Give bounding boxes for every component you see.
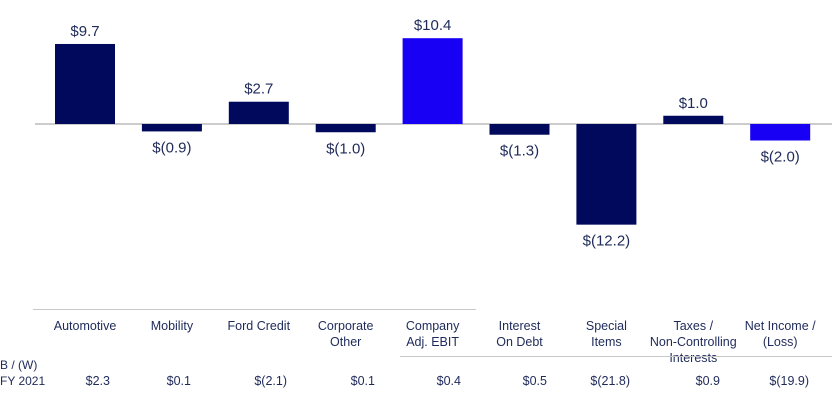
bar-7 <box>663 115 724 124</box>
data-label-1: $(0.9) <box>152 139 191 156</box>
bw-value-4: $0.4 <box>436 374 461 388</box>
bw-value-2: $(2.1) <box>254 374 287 388</box>
header-rule-right <box>400 356 832 357</box>
bw-value-6: $(21.8) <box>590 374 630 388</box>
bw-value-7: $0.9 <box>695 374 720 388</box>
category-label-7: Taxes / Non-Controlling Interests <box>649 319 737 365</box>
category-label-8: Net Income / (Loss) <box>744 319 816 349</box>
bar-4 <box>402 38 463 125</box>
bar-8 <box>750 124 811 141</box>
data-label-4: $10.4 <box>414 17 452 34</box>
bar-2 <box>228 101 289 124</box>
row-label-bw: B / (W) <box>0 358 38 372</box>
bar-0 <box>55 43 115 124</box>
bar-1 <box>141 124 202 132</box>
data-label-6: $(12.2) <box>583 233 631 250</box>
header-rule-left <box>33 309 476 310</box>
bar-3 <box>315 124 376 133</box>
category-label-2: Ford Credit <box>227 319 291 333</box>
data-label-5: $(1.3) <box>500 143 539 160</box>
row-label-year: FY 2021 <box>0 374 46 388</box>
waterfall-chart: $9.7 $(0.9) $2.7 $(1.0) $10.4 $(1.3) $(12.2) $1… <box>35 17 832 250</box>
category-label-6: Special Items <box>585 319 627 349</box>
category-label-4: Company Adj. EBIT <box>405 319 460 349</box>
data-label-3: $(1.0) <box>326 140 365 157</box>
bar-6 <box>576 124 637 225</box>
category-label-0: Automotive <box>53 319 117 333</box>
data-label-8: $(2.0) <box>761 149 800 166</box>
bw-value-5: $0.5 <box>522 374 547 388</box>
bw-value-1: $0.1 <box>166 374 191 388</box>
data-label-0: $9.7 <box>70 23 99 40</box>
category-label-5: Interest On Debt <box>496 319 543 349</box>
category-label-3: Corporate Other <box>317 319 374 349</box>
bar-5 <box>489 124 550 135</box>
data-label-2: $2.7 <box>244 81 273 98</box>
category-label-1: Mobility <box>150 319 194 333</box>
bw-value-8: $(19.9) <box>769 374 809 388</box>
data-label-7: $1.0 <box>679 95 708 112</box>
bw-value-0: $2.3 <box>85 374 110 388</box>
bw-value-3: $0.1 <box>350 374 375 388</box>
